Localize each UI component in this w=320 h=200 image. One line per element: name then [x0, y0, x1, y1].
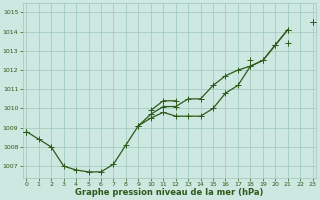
X-axis label: Graphe pression niveau de la mer (hPa): Graphe pression niveau de la mer (hPa) — [75, 188, 264, 197]
